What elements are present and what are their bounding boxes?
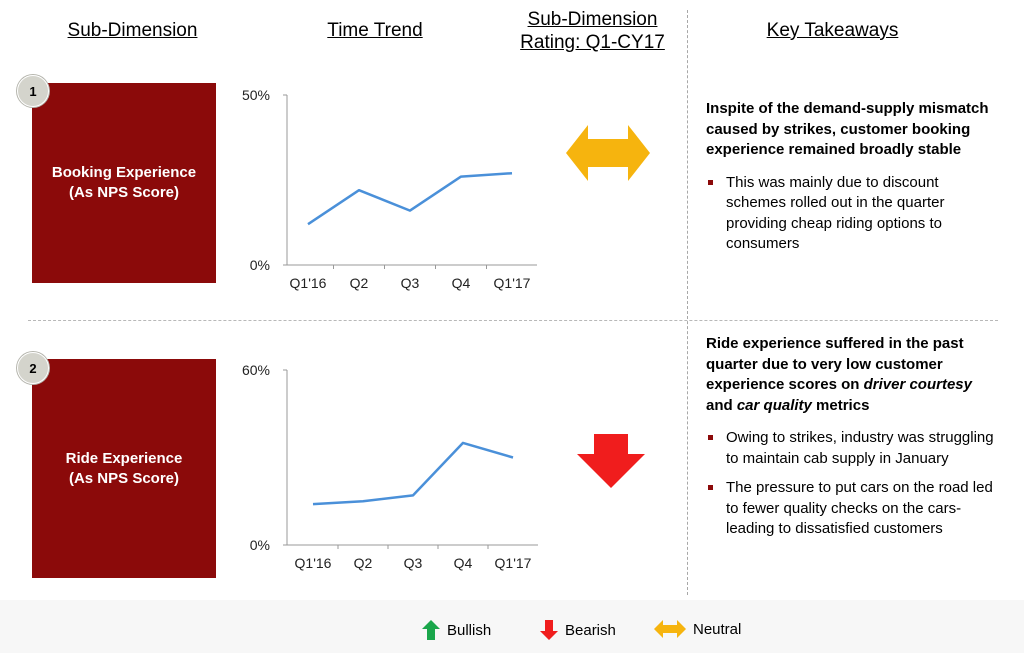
- takeaway-headline-emphasis: car quality: [736, 396, 812, 414]
- takeaway-bullet: This was mainly due to discount schemes …: [706, 173, 998, 255]
- down-arrow-icon: [540, 620, 558, 640]
- dimension-box-booking: Booking Experience (As NPS Score): [32, 83, 216, 283]
- column-divider: [687, 10, 688, 595]
- x-tick-label: Q1'17: [495, 555, 532, 571]
- legend-label: Bearish: [565, 621, 616, 639]
- takeaway-bullet: Owing to strikes, industry was strugglin…: [706, 428, 998, 469]
- x-tick-label: Q1'17: [494, 275, 531, 291]
- x-tick-label: Q3: [401, 275, 420, 291]
- legend-bullish: Bullish: [422, 620, 491, 640]
- row-divider: [28, 320, 998, 321]
- takeaway-booking: Inspite of the demand-supply mismatch ca…: [706, 99, 998, 264]
- neutral-rating-icon: [566, 125, 650, 181]
- row-number-badge: 1: [17, 75, 49, 107]
- header-key-takeaways: Key Takeaways: [766, 20, 899, 41]
- x-tick-label: Q1'16: [290, 275, 327, 291]
- double-arrow-icon: [654, 620, 686, 638]
- x-tick-label: Q2: [350, 275, 369, 291]
- takeaway-ride: Ride experience suffered in the past qua…: [706, 334, 998, 549]
- takeaway-bullets: This was mainly due to discount schemes …: [706, 173, 998, 255]
- header-rating-line2: Rating: Q1-CY17: [520, 32, 665, 53]
- y-tick-label: 50%: [242, 87, 270, 103]
- takeaway-bullets: Owing to strikes, industry was strugglin…: [706, 428, 998, 540]
- legend-neutral: Neutral: [654, 620, 741, 638]
- takeaway-headline-emphasis: driver courtesy: [863, 376, 972, 393]
- takeaway-headline-part: Ride experience suffered in the past qua…: [706, 335, 964, 393]
- trend-chart-booking: 50% 0% Q1'16 Q2 Q3 Q4 Q1'17: [242, 87, 537, 291]
- x-tick-label: Q1'16: [295, 555, 332, 571]
- trend-chart-ride: 60% 0% Q1'16 Q2 Q3 Q4 Q1'17: [242, 362, 538, 571]
- series-line: [312, 441, 514, 506]
- row-number-badge: 2: [17, 352, 49, 384]
- y-tick-label: 0%: [250, 537, 270, 553]
- dimension-label-line2: (As NPS Score): [68, 469, 180, 487]
- dimension-label-line2: (As NPS Score): [68, 184, 180, 201]
- takeaway-headline-part: metrics: [811, 396, 870, 414]
- takeaway-bullet: The pressure to put cars on the road led…: [706, 478, 998, 540]
- takeaway-headline-part: and: [706, 396, 737, 414]
- legend-bearish: Bearish: [540, 620, 616, 640]
- bearish-rating-icon: [577, 434, 645, 488]
- header-sub-dimension: Sub-Dimension: [67, 20, 198, 41]
- legend-bar: [0, 600, 1024, 653]
- y-tick-label: 60%: [242, 362, 270, 378]
- dimension-label-line1: Booking Experience: [51, 164, 197, 181]
- header-rating: Sub-Dimension Rating: Q1-CY17: [500, 8, 685, 54]
- header-rating-line1: Sub-Dimension: [527, 9, 658, 30]
- legend-label: Bullish: [447, 621, 492, 639]
- takeaway-headline: Ride experience suffered in the past qua…: [706, 334, 998, 416]
- dimension-box-ride: Ride Experience (As NPS Score): [32, 359, 216, 578]
- up-arrow-icon: [422, 620, 440, 640]
- x-tick-label: Q2: [354, 555, 373, 571]
- x-tick-label: Q4: [452, 275, 471, 291]
- takeaway-headline: Inspite of the demand-supply mismatch ca…: [706, 100, 989, 158]
- x-tick-label: Q3: [404, 555, 423, 571]
- y-tick-label: 0%: [250, 257, 270, 273]
- x-tick-label: Q4: [454, 555, 473, 571]
- series-line: [307, 171, 513, 226]
- header-time-trend: Time Trend: [327, 20, 423, 41]
- legend-label: Neutral: [693, 620, 742, 638]
- dimension-label-line1: Ride Experience: [65, 449, 183, 467]
